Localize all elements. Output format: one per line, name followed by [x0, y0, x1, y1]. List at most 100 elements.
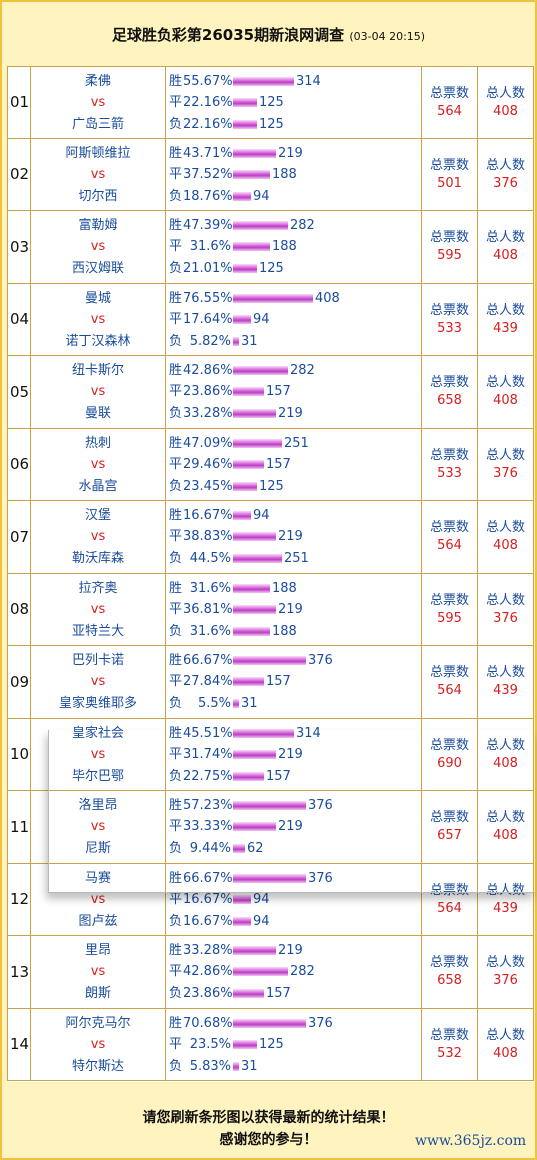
total-votes-value: 533 [437, 465, 462, 481]
total-votes-stat: 总票数 595 [422, 592, 477, 628]
vote-bars-cell: 胜42.86% 282 平23.86% 157 负33.28% 219 [166, 356, 422, 428]
win-bar [233, 293, 313, 303]
match-row[interactable]: 03 富勒姆 vs 西汉姆联 胜47.39% 282 平 31.6% 188 负21.01% 125… [7, 211, 534, 284]
home-team[interactable]: 纽卡斯尔 [71, 363, 124, 378]
away-team[interactable]: 特尔斯达 [71, 1058, 124, 1074]
draw-bar-label: 平 [169, 95, 183, 110]
away-team[interactable]: 尼斯 [84, 841, 111, 856]
match-row[interactable]: 02 阿斯顿维拉 vs 切尔西 胜43.71% 219 平37.52% 188 负18.76% 9… [7, 138, 534, 211]
draw-bar-count: 125 [259, 95, 284, 110]
total-votes-label: 总票数 [429, 230, 469, 245]
lose-bar-label: 负 [169, 406, 183, 421]
win-bar [233, 366, 288, 375]
lose-bar-count: 31 [241, 1058, 258, 1074]
lose-bar-line: 负23.86% 157 [169, 983, 291, 1005]
match-row[interactable]: 07 汉堡 vs 勒沃库森 胜16.67% 94 平38.83% 219 负 44.5% 251 总票… [7, 501, 534, 574]
lose-bar-count: 94 [253, 913, 270, 929]
draw-bar [233, 894, 251, 904]
match-row[interactable]: 11 洛里昂 vs 尼斯 胜57.23% 376 平33.33% 219 负 9.44% 62 总票数… [7, 791, 534, 864]
match-row[interactable]: 08 拉齐奥 vs 亚特兰大 胜 31.6% 188 平36.81% 219 负 31.6% 188 总… [7, 573, 534, 646]
lose-bar-line: 负 5.83% 31 [169, 1056, 258, 1078]
away-team[interactable]: 皇家奥维耶多 [58, 696, 137, 711]
match-row[interactable]: 14 阿尔克马尔 vs 特尔斯达 胜70.68% 376 平 23.5% 125 负 5.83% 31… [7, 1008, 534, 1081]
home-team[interactable]: 阿斯顿维拉 [65, 145, 131, 161]
match-number: 13 [10, 962, 30, 981]
home-team[interactable]: 柔佛 [84, 74, 111, 89]
win-bar [233, 728, 294, 738]
away-team[interactable]: 毕尔巴鄂 [71, 768, 124, 784]
match-row[interactable]: 06 热刺 vs 水晶宫 胜47.09% 251 平29.46% 157 负23.45% 125 总… [7, 428, 534, 501]
total-people-label: 总人数 [485, 592, 525, 608]
win-bar-label: 胜 [169, 363, 183, 378]
vote-bars-cell: 胜66.67% 376 平27.84% 157 负 5.5% 31 [166, 646, 422, 718]
home-team[interactable]: 里昂 [84, 943, 111, 958]
match-row[interactable]: 01 柔佛 vs 广岛三箭 胜55.67% 314 平22.16% 125 负22.16% 125… [7, 66, 534, 139]
away-team[interactable]: 勒沃库森 [71, 551, 124, 566]
home-team[interactable]: 阿尔克马尔 [65, 1015, 131, 1031]
home-team[interactable]: 马赛 [84, 870, 111, 886]
home-team[interactable]: 热刺 [84, 435, 111, 451]
away-team[interactable]: 图卢兹 [78, 913, 118, 929]
draw-bar-line: 平16.67% 94 [169, 889, 270, 911]
total-people-stat: 总人数 376 [478, 954, 533, 990]
home-team[interactable]: 洛里昂 [78, 798, 118, 813]
away-team[interactable]: 诺丁汉森林 [65, 333, 131, 349]
draw-bar-count: 94 [253, 311, 270, 327]
lose-bar-count: 219 [278, 406, 303, 421]
match-row[interactable]: 13 里昂 vs 朗斯 胜33.28% 219 平42.86% 282 负23.86% 157 总票… [7, 936, 534, 1009]
away-team[interactable]: 曼联 [84, 406, 111, 421]
win-bar [233, 946, 276, 955]
total-people-stat: 总人数 408 [478, 519, 533, 555]
total-votes-stat: 总票数 501 [422, 157, 477, 193]
match-row[interactable]: 10 皇家社会 vs 毕尔巴鄂 胜45.51% 314 平31.74% 219 负22.75% 1… [7, 718, 534, 791]
draw-bar-percent: 31.74% [183, 746, 233, 762]
total-people-label: 总人数 [485, 665, 525, 680]
win-bar-count: 408 [315, 290, 340, 306]
win-bar-count: 94 [253, 508, 270, 523]
win-bar-label: 胜 [169, 580, 183, 596]
total-people-cell: 总人数 439 [478, 283, 534, 355]
match-row[interactable]: 12 马赛 vs 图卢兹 胜66.67% 376 平16.67% 94 负16.67% 94 总票数… [7, 863, 534, 936]
match-row[interactable]: 04 曼城 vs 诺丁汉森林 胜76.55% 408 平17.64% 94 负 5.82% 31 总票… [7, 283, 534, 356]
away-team[interactable]: 亚特兰大 [71, 623, 124, 639]
total-votes-label: 总票数 [429, 520, 469, 535]
win-bar [233, 77, 294, 86]
total-people-label: 总人数 [485, 1027, 525, 1043]
draw-bar [233, 1039, 257, 1049]
total-people-stat: 总人数 408 [478, 809, 533, 845]
total-votes-cell: 总票数 595 [422, 211, 478, 283]
win-bar-label: 胜 [169, 145, 183, 161]
home-team[interactable]: 富勒姆 [78, 218, 118, 233]
match-row[interactable]: 05 纽卡斯尔 vs 曼联 胜42.86% 282 平23.86% 157 负33.28% 219… [7, 356, 534, 429]
draw-bar-count: 94 [253, 891, 270, 907]
vs-label: vs [90, 311, 106, 327]
away-team[interactable]: 西汉姆联 [71, 261, 124, 276]
home-team[interactable]: 拉齐奥 [78, 580, 118, 596]
total-votes-label: 总票数 [429, 592, 469, 608]
draw-bar-count: 125 [259, 1036, 284, 1052]
footer-thanks: 感谢您的参与！ [219, 1132, 318, 1148]
total-votes-cell: 总票数 658 [422, 936, 478, 1008]
away-team[interactable]: 切尔西 [78, 188, 118, 204]
total-votes-label: 总票数 [429, 737, 469, 753]
lose-bar-label: 负 [169, 986, 183, 1001]
home-team[interactable]: 皇家社会 [71, 725, 124, 741]
teams-cell: 洛里昂 vs 尼斯 [31, 791, 166, 863]
total-people-stat: 总人数 439 [478, 664, 533, 700]
total-votes-stat: 总票数 564 [422, 882, 477, 918]
lose-bar-label: 负 [169, 333, 183, 349]
away-team[interactable]: 水晶宫 [78, 478, 118, 494]
vs-label: vs [90, 891, 106, 907]
lose-bar-label: 负 [169, 117, 183, 132]
away-team[interactable]: 广岛三箭 [71, 117, 124, 132]
home-team[interactable]: 曼城 [84, 290, 111, 306]
total-votes-stat: 总票数 690 [422, 737, 477, 773]
win-bar-count: 188 [272, 580, 297, 596]
match-row[interactable]: 09 巴列卡诺 vs 皇家奥维耶多 胜66.67% 376 平27.84% 157 负 5.5% 3… [7, 646, 534, 719]
home-team[interactable]: 巴列卡诺 [71, 653, 124, 668]
win-bar-label: 胜 [169, 435, 183, 451]
draw-bar [233, 967, 288, 976]
home-team[interactable]: 汉堡 [84, 508, 111, 523]
away-team[interactable]: 朗斯 [84, 986, 111, 1001]
lose-bar-count: 31 [241, 333, 258, 349]
